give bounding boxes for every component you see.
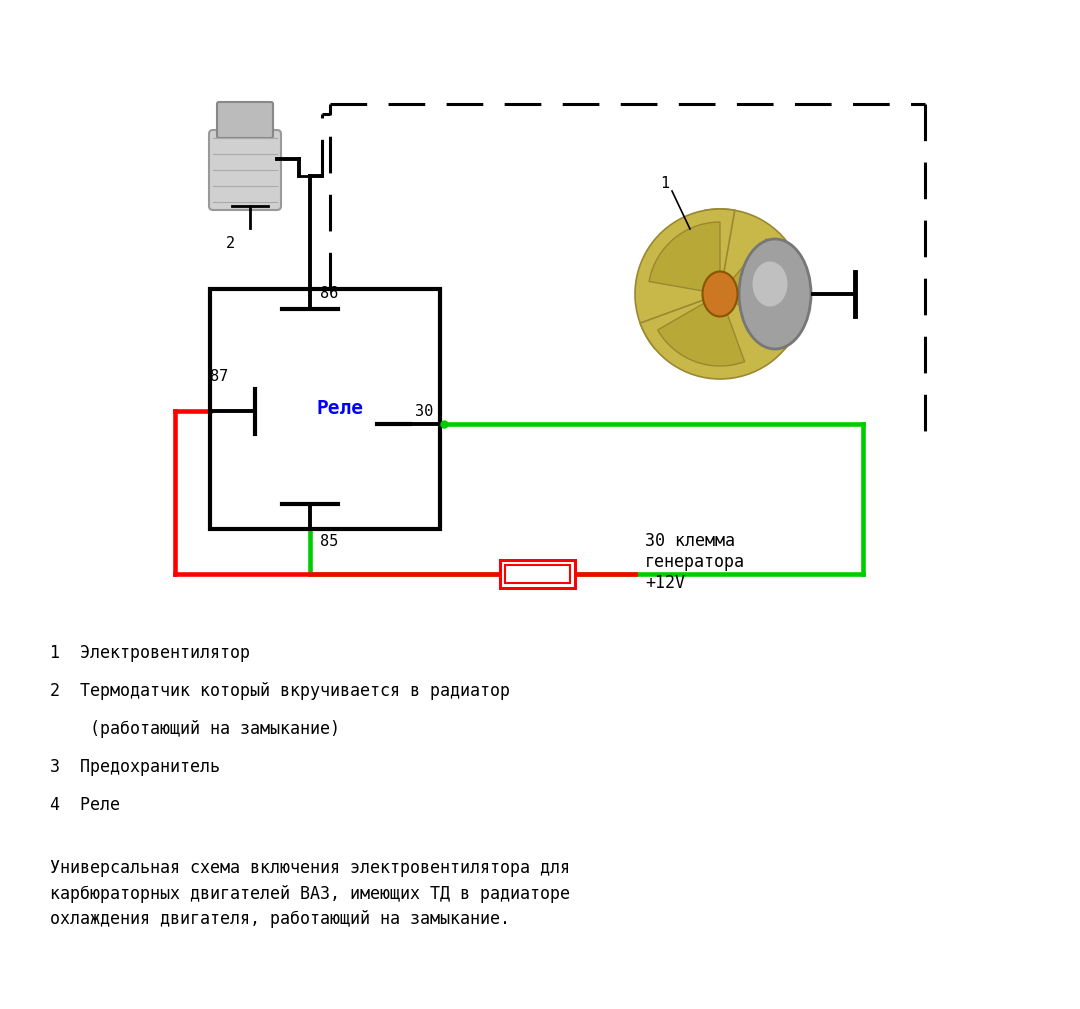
Text: (работающий на замыкание): (работающий на замыкание) [50, 720, 340, 738]
Text: 1  Электровентилятор: 1 Электровентилятор [50, 644, 249, 662]
Text: 2  Термодатчик который вкручивается в радиатор: 2 Термодатчик который вкручивается в рад… [50, 682, 510, 700]
Wedge shape [649, 222, 720, 294]
Wedge shape [705, 209, 805, 349]
Ellipse shape [739, 239, 811, 349]
Text: 3  Предохранитель: 3 Предохранитель [50, 758, 220, 776]
Text: 4  Реле: 4 Реле [50, 796, 120, 814]
Text: Универсальная схема включения электровентилятора для
карбюраторных двигателей ВА: Универсальная схема включения электровен… [50, 859, 570, 928]
Bar [505, 565, 570, 583]
Text: 1: 1 [661, 177, 670, 192]
Text: 30 клемма
генератора
+12V: 30 клемма генератора +12V [645, 532, 745, 592]
Text: 30: 30 [415, 404, 433, 419]
Wedge shape [635, 209, 734, 349]
Bar [500, 560, 575, 588]
FancyBboxPatch shape [217, 102, 273, 138]
FancyBboxPatch shape [210, 130, 281, 210]
Ellipse shape [753, 261, 787, 307]
Wedge shape [720, 239, 792, 330]
Text: 2: 2 [226, 236, 234, 251]
Wedge shape [640, 294, 800, 379]
Text: Реле: Реле [316, 400, 364, 419]
Wedge shape [658, 294, 744, 366]
Text: 86: 86 [320, 286, 338, 301]
Ellipse shape [702, 271, 738, 317]
Text: 85: 85 [320, 534, 338, 549]
Text: 87: 87 [210, 369, 228, 384]
Bar [210, 289, 440, 529]
